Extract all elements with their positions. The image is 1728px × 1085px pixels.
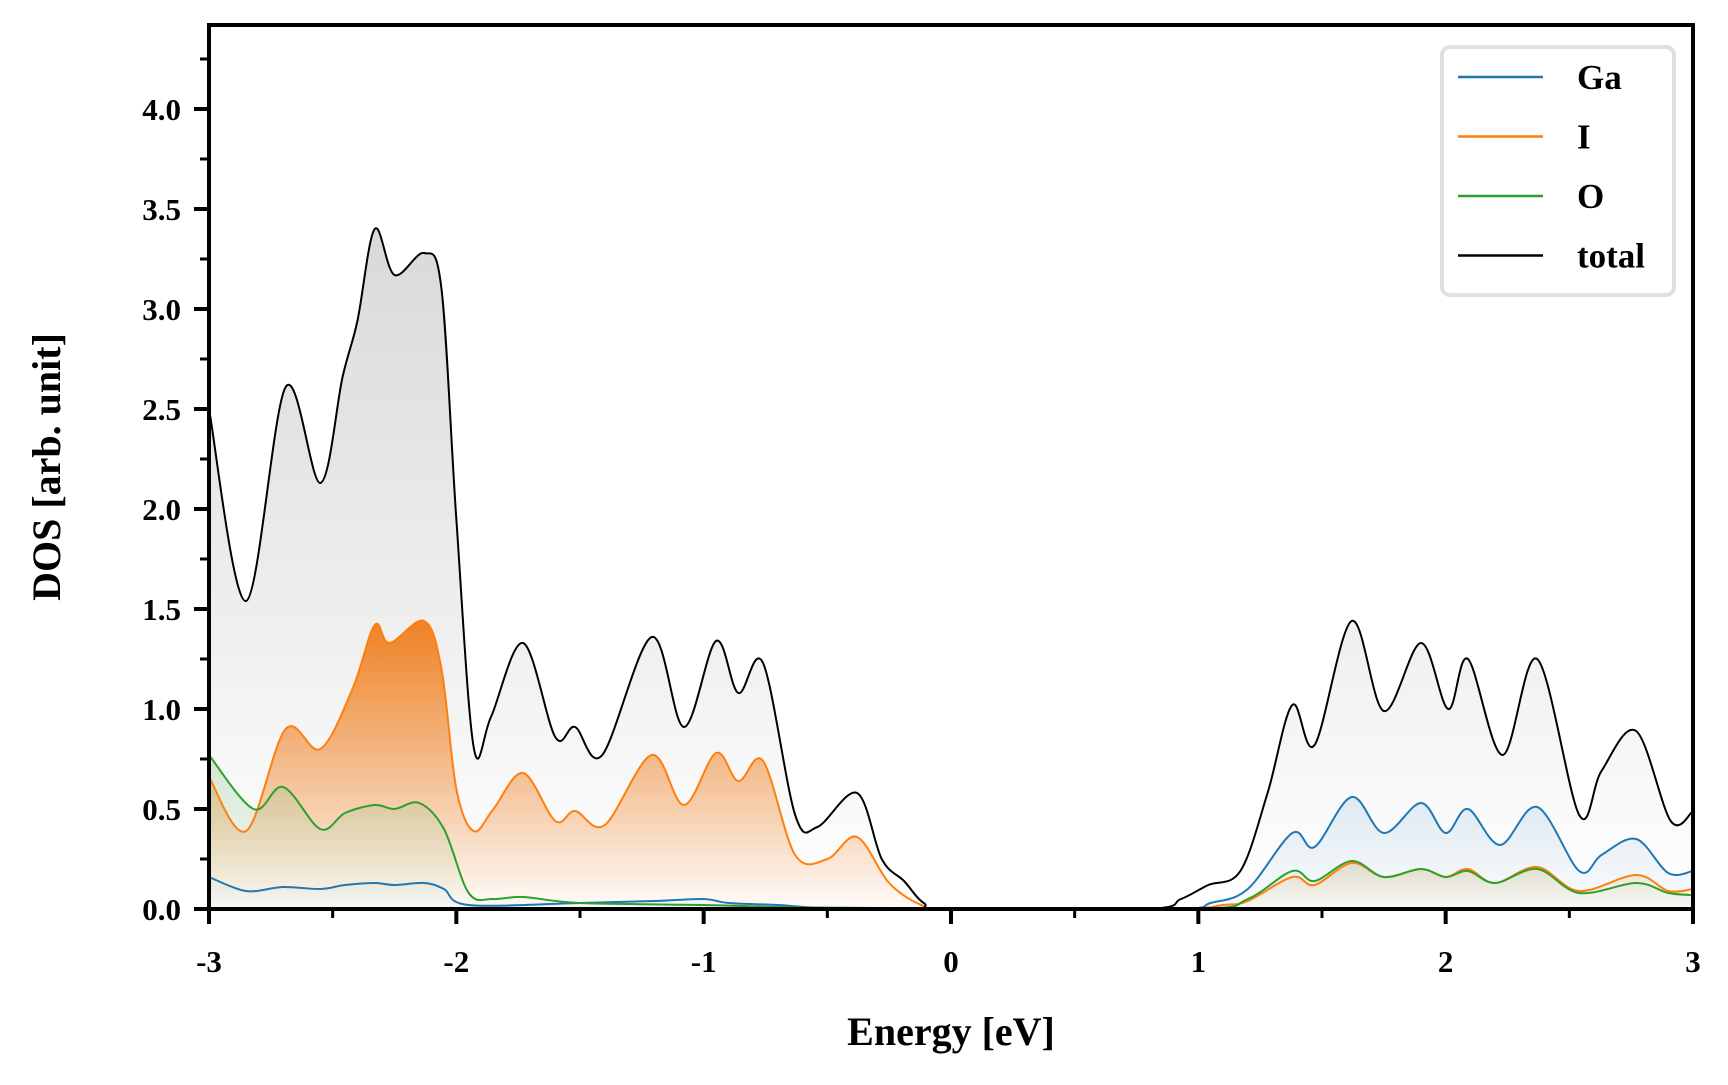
x-axis-label: Energy [eV]	[847, 1009, 1055, 1054]
legend-label: O	[1577, 177, 1604, 216]
x-tick-label: 1	[1191, 944, 1207, 979]
legend-item-ga: Ga	[1458, 58, 1622, 97]
y-axis-label: DOS [arb. unit]	[24, 333, 69, 601]
y-axis: 0.0 0.5 1.0 1.5 2.0 2.5 3.0 3.5 4.0	[142, 57, 209, 927]
y-tick-label: 3.5	[142, 192, 181, 227]
y-tick-label: 0.0	[142, 892, 181, 927]
x-tick-label: -1	[691, 944, 717, 979]
y-tick-label: 2.5	[142, 392, 181, 427]
area-fill-i	[209, 620, 1693, 909]
legend-item-i: I	[1458, 118, 1591, 157]
y-tick-label: 1.0	[142, 692, 181, 727]
x-tick-label: -2	[443, 944, 469, 979]
legend-box	[1440, 45, 1676, 297]
y-tick-label: 3.0	[142, 292, 181, 327]
legend-label: Ga	[1577, 58, 1622, 97]
legend-item-total: total	[1458, 237, 1645, 276]
x-tick-label: 2	[1438, 944, 1454, 979]
x-tick-label: 0	[943, 944, 959, 979]
legend-label: total	[1577, 237, 1645, 276]
area-fills	[209, 228, 1693, 910]
y-tick-label: 1.5	[142, 592, 181, 627]
legend-label: I	[1577, 118, 1591, 157]
x-axis: -3 -2 -1 0 1 2 3	[196, 909, 1701, 979]
x-tick-label: -3	[196, 944, 222, 979]
y-tick-label: 0.5	[142, 792, 181, 827]
area-fill-total	[209, 228, 1693, 910]
series-line-total	[208, 227, 1694, 911]
y-tick-label: 4.0	[142, 92, 181, 127]
x-tick-label: 3	[1685, 944, 1701, 979]
legend-item-o: O	[1458, 177, 1604, 216]
y-tick-label: 2.0	[142, 492, 181, 527]
